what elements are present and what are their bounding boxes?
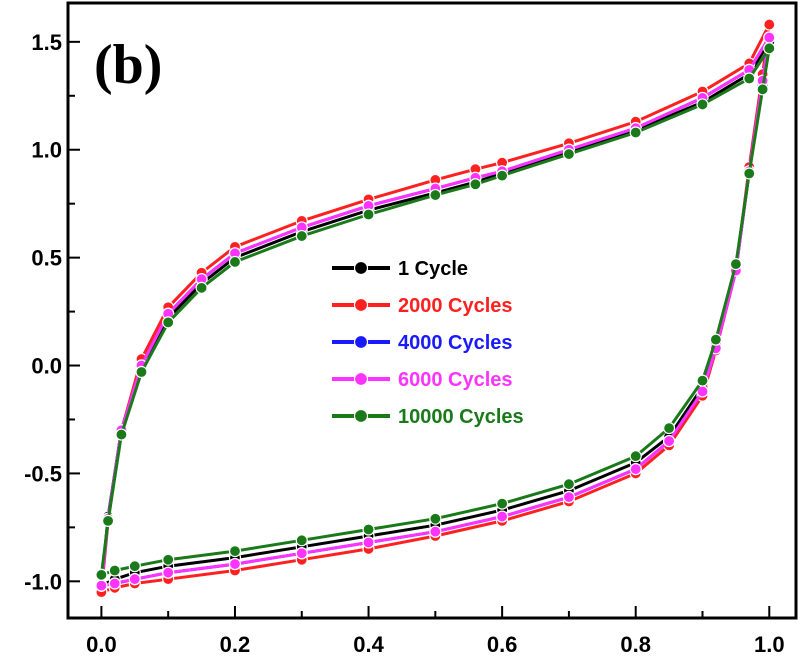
data-point [295, 547, 308, 560]
data-point [709, 333, 722, 346]
data-point [663, 422, 676, 435]
y-tick-label: 1.5 [31, 30, 62, 55]
data-point [362, 523, 375, 536]
data-point [135, 365, 148, 379]
data-point [128, 573, 141, 586]
data-point [101, 514, 115, 527]
data-point [496, 510, 509, 523]
data-point [696, 374, 709, 387]
series-layer [95, 18, 776, 599]
data-point [362, 208, 375, 221]
data-point [629, 463, 642, 476]
legend-item: 10000 Cycles [332, 406, 524, 428]
x-tick-label: 0.2 [220, 632, 251, 657]
data-point [162, 553, 175, 566]
data-point [743, 72, 756, 85]
data-point [228, 255, 242, 269]
data-point [295, 534, 308, 547]
panel-label: (b) [94, 34, 162, 96]
data-point [95, 568, 108, 581]
legend-label: 1 Cycle [398, 258, 468, 280]
data-point [115, 428, 128, 441]
data-point [362, 536, 375, 549]
x-tick-label: 0.6 [487, 632, 518, 657]
x-tick-label: 0.4 [353, 632, 384, 657]
data-point [228, 545, 242, 558]
data-point [108, 577, 121, 590]
series-6000-cycles [95, 31, 776, 592]
series-line [99, 47, 771, 577]
data-point [763, 31, 776, 44]
series-line [99, 36, 771, 588]
data-point [629, 126, 642, 139]
data-point [562, 478, 576, 491]
legend-marker [353, 260, 369, 276]
data-point [162, 316, 175, 329]
legend-marker [353, 408, 369, 424]
data-point [228, 557, 242, 571]
data-point [469, 178, 482, 191]
legend-label: 10000 Cycles [398, 406, 524, 428]
data-point [295, 229, 308, 243]
axis-ticks: 0.0 0.2 0.4 0.6 0.8 1.0 -1.0 -0.5 0.0 0.5 1.0 1.5 [24, 30, 785, 657]
data-point [629, 450, 642, 463]
y-tick-label: 0.0 [31, 354, 62, 379]
data-point [128, 560, 141, 573]
data-point [562, 147, 576, 161]
legend-item: 1 Cycle [332, 258, 468, 280]
data-point [429, 525, 442, 538]
legend-marker [353, 371, 369, 387]
data-point [696, 98, 709, 111]
y-tick-label: 0.5 [31, 246, 62, 271]
x-tick-label: 0.0 [86, 632, 117, 657]
legend-item: 6000 Cycles [332, 369, 513, 391]
legend-label: 4000 Cycles [398, 332, 513, 354]
data-point [562, 491, 576, 504]
plot-frame [66, 1, 798, 620]
legend-marker [353, 297, 369, 313]
data-point [162, 566, 175, 579]
data-point [429, 512, 442, 525]
data-point [763, 42, 776, 55]
legend-label: 6000 Cycles [398, 369, 513, 391]
legend-item: 4000 Cycles [332, 332, 513, 354]
data-point [763, 18, 776, 31]
x-tick-label: 1.0 [754, 632, 785, 657]
data-point [95, 579, 108, 592]
legend-label: 2000 Cycles [398, 295, 513, 317]
data-point [496, 497, 509, 510]
y-tick-label: 1.0 [31, 138, 62, 163]
y-tick-label: -1.0 [24, 569, 62, 594]
data-point [429, 188, 442, 202]
x-tick-label: 0.8 [620, 632, 651, 657]
legend: 1 Cycle 2000 Cycles 4000 Cycles 6000 Cycles… [332, 258, 524, 428]
y-tick-label: -0.5 [24, 461, 62, 486]
data-point [108, 564, 121, 577]
legend-item: 2000 Cycles [332, 295, 513, 317]
data-point [195, 281, 208, 294]
series-10000-cycles [95, 42, 776, 581]
legend-marker [353, 334, 369, 350]
data-point [756, 83, 769, 96]
data-point [743, 167, 756, 180]
data-point [729, 258, 742, 271]
data-point [663, 434, 676, 448]
data-point [496, 169, 509, 182]
